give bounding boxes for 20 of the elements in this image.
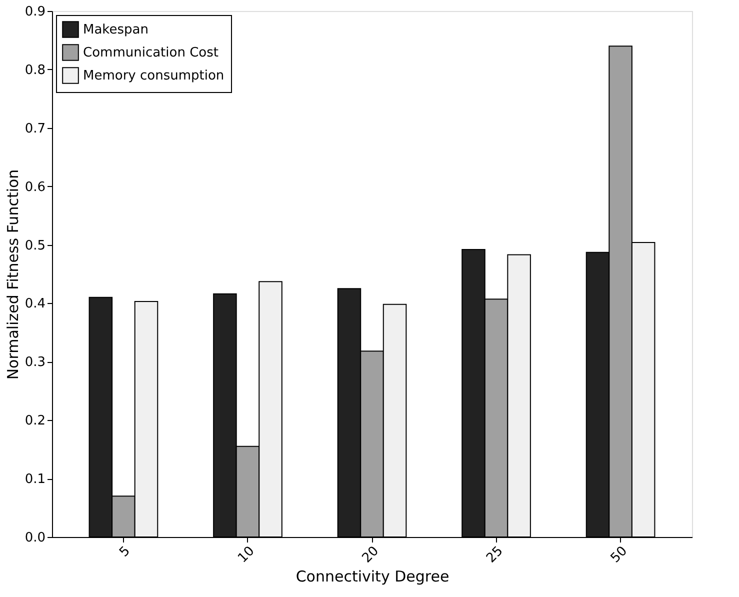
x-tick-label: 10 xyxy=(235,544,258,566)
x-tick-label: 5 xyxy=(116,544,134,560)
y-tick-label: 0.7 xyxy=(24,121,46,136)
x-tick-label: 20 xyxy=(360,544,382,566)
y-tick-label: 0.5 xyxy=(24,238,46,254)
x-axis-title: Connectivity Degree xyxy=(296,567,450,586)
y-tick-label: 0.0 xyxy=(24,530,46,546)
legend-label: Makespan xyxy=(83,22,148,38)
y-tick-label: 0.8 xyxy=(24,62,46,78)
y-tick-label: 0.2 xyxy=(24,414,46,429)
y-tick-label: 0.6 xyxy=(24,180,46,195)
x-tick-label: 50 xyxy=(608,544,630,566)
legend-label: Memory consumption xyxy=(83,68,224,84)
y-axis-title: Normalized Fitness Function xyxy=(4,169,22,380)
x-tick-label: 25 xyxy=(484,544,506,566)
y-tick-label: 0.1 xyxy=(24,472,46,488)
y-tick-label: 0.9 xyxy=(24,4,46,20)
y-tick-label: 0.3 xyxy=(24,355,46,370)
legend-label: Communication Cost xyxy=(83,46,218,60)
y-tick-label: 0.4 xyxy=(24,296,46,312)
